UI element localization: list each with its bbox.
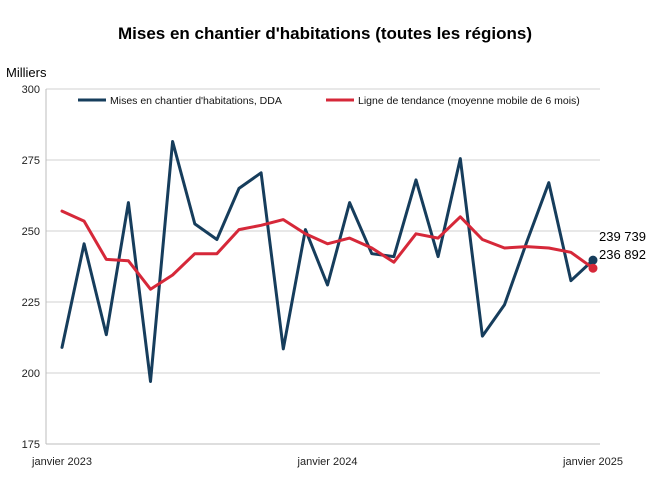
y-tick-label: 250 (22, 226, 40, 238)
y-tick-label: 225 (22, 297, 40, 309)
legend-label: Ligne de tendance (moyenne mobile de 6 m… (358, 95, 580, 107)
series-line-trend (60, 209, 595, 291)
series-line-housing-starts (60, 140, 595, 383)
gridlines (45, 88, 600, 445)
y-tick-label: 300 (22, 84, 40, 96)
y-tick-label: 175 (22, 439, 40, 451)
end-value-label: 236 892 (599, 247, 646, 262)
end-point-housing-starts (588, 255, 598, 265)
end-labels: 239 739 236 892 (599, 229, 646, 262)
y-axis-unit-label: Milliers (6, 65, 47, 80)
x-tick-label: janvier 2023 (31, 456, 92, 468)
y-axis-ticks: 175 200 225 250 275 300 (22, 84, 40, 451)
chart-title: Mises en chantier d'habitations (toutes … (117, 24, 532, 43)
x-tick-label: janvier 2024 (297, 456, 358, 468)
series-lines (60, 140, 598, 383)
y-tick-label: 275 (22, 155, 40, 167)
x-tick-label: janvier 2025 (562, 456, 623, 468)
x-axis-ticks: janvier 2023 janvier 2024 janvier 2025 (31, 456, 623, 468)
end-point-trend (588, 263, 598, 273)
y-tick-label: 200 (22, 368, 40, 380)
end-value-label: 239 739 (599, 229, 646, 244)
legend-label: Mises en chantier d'habitations, DDA (110, 95, 282, 107)
legend: Mises en chantier d'habitations, DDA Lign… (78, 95, 580, 107)
